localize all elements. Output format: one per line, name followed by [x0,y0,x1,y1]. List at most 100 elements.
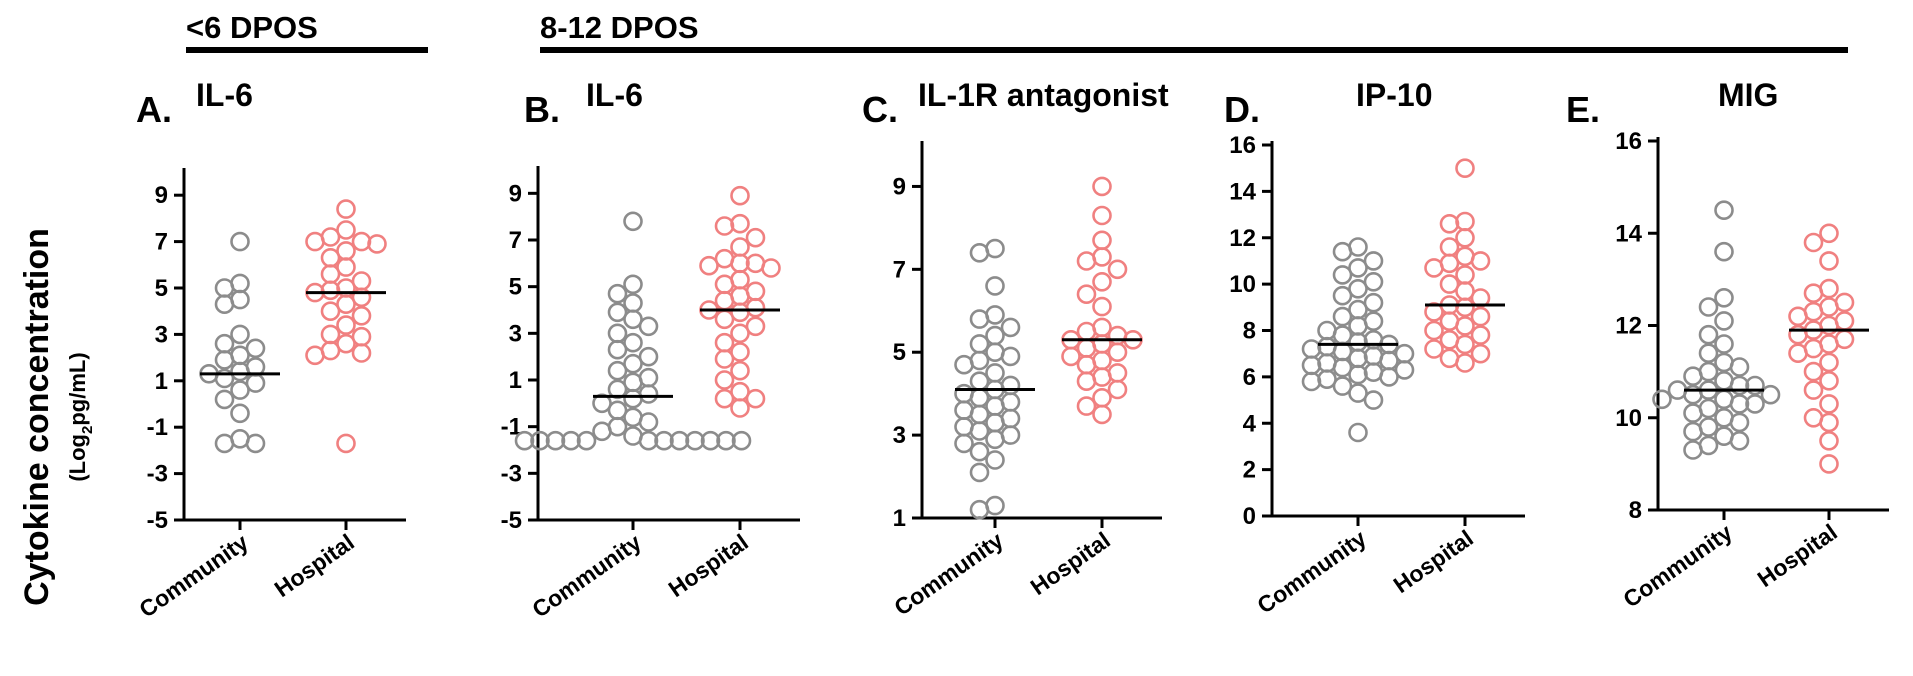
community-point [1683,421,1703,442]
community-point [685,430,705,451]
y-tick-label: 8 [1629,497,1642,524]
hospital-point [1470,306,1491,327]
community-point [214,350,235,370]
community-point [1652,389,1672,410]
y-tick-label: 5 [893,339,906,366]
community-point [245,433,266,454]
y-axis-unit-prefix: (Log [65,434,90,482]
y-tick-label: 2 [1243,457,1256,484]
hospital-point [1470,325,1491,345]
hospital-point [1819,412,1839,433]
hospital-point [714,370,735,390]
y-tick-label: 12 [1229,225,1256,252]
community-point [1332,241,1353,262]
hospital-point [1076,321,1097,342]
community-point [214,294,235,315]
y-axis-title-unit: (Log2pg/mL) [65,352,96,481]
hospital-point [1455,211,1475,232]
hospital-point [730,398,750,418]
hospital-point [1819,454,1839,474]
hospital-point [1470,343,1491,364]
y-tick-label: 9 [155,182,168,209]
hospital-point [1455,158,1475,178]
community-point [214,389,235,410]
community-point [1301,355,1322,376]
x-category-label: Hospital [664,529,753,602]
hospital-point [1076,338,1097,358]
community-point [1379,350,1399,371]
x-category-label: Community [134,529,253,623]
panel-title: IP-10 [1356,77,1432,113]
community-point [1363,251,1384,271]
community-point [985,276,1005,296]
y-tick-label: 1 [155,368,168,395]
x-category-label: Community [889,527,1008,621]
community-point [1332,285,1353,306]
community-point [1332,357,1353,378]
community-point [230,403,250,424]
group-label-late: 8-12 DPOS [540,10,699,45]
y-tick-label: 5 [509,274,522,301]
community-point [607,323,628,344]
community-point [1348,348,1368,369]
community-point [1698,324,1719,345]
community-point [623,353,643,374]
community-point [1683,403,1703,423]
hospital-point [714,388,735,409]
community-point [1698,297,1719,317]
x-category-label: Community [527,529,646,623]
y-tick-label: 4 [1243,410,1257,437]
panel-letter: C. [862,89,898,130]
community-point [514,430,535,451]
y-axis-title: Cytokine concentration (Log2pg/mL) [18,228,96,606]
y-tick-label: -1 [147,414,168,441]
x-category-label: Hospital [1026,527,1115,600]
hospital-point [1092,404,1112,425]
community-point [1714,287,1734,308]
hospital-point [1788,324,1808,345]
community-point [1332,376,1353,396]
hospital-point [1819,370,1839,391]
community-point [1348,422,1368,443]
hospital-point [1424,302,1444,322]
community-point [969,421,990,441]
hospital-point [1107,379,1128,400]
community-point [1363,271,1384,292]
panel-letter: B. [524,89,560,130]
community-point [1683,366,1703,387]
hospital-point [1092,271,1112,292]
community-point [607,339,628,360]
y-tick-label: 7 [155,229,168,256]
x-category-label: Hospital [270,529,359,602]
y-tick-label: 16 [1229,132,1256,159]
community-point [1729,430,1750,451]
community-point [669,430,690,451]
hospital-point [1092,387,1112,408]
community-point [969,334,990,354]
community-point [731,430,752,451]
y-tick-label: -5 [501,507,522,534]
hospital-point [745,388,766,409]
hospital-point [1061,346,1081,367]
hospital-point [1076,354,1097,375]
y-tick-label: 7 [509,227,522,254]
community-point [623,293,643,313]
hospital-point [730,302,750,323]
community-point [969,499,990,520]
hospital-point [1424,258,1444,278]
hospital-point [1092,296,1112,317]
community-point [214,433,235,454]
community-point [985,429,1005,450]
community-point [1729,394,1750,414]
panel-title: IL-1R antagonist [918,77,1169,113]
hospital-point [730,237,750,257]
hospital-point [714,274,735,295]
community-point [969,441,990,462]
hospital-point [320,247,341,268]
hospital-point [351,343,372,363]
hospital-point [1439,237,1460,257]
panel-title: IL-6 [586,77,643,113]
